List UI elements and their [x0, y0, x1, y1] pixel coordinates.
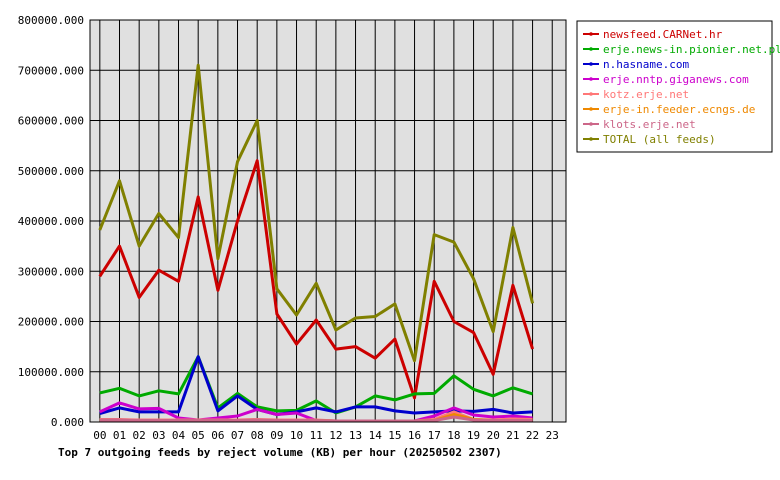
series-lines: [98, 63, 535, 423]
y-tick-label: 0.000: [51, 416, 84, 429]
series-line: [99, 415, 533, 423]
legend-marker: [589, 137, 593, 141]
x-tick-label: 12: [329, 429, 342, 442]
legend-marker: [589, 62, 593, 66]
x-tick-label: 21: [506, 429, 519, 442]
legend-label: n.hasname.com: [603, 58, 689, 71]
y-tick-label: 500000.000: [18, 165, 84, 178]
legend-label: kotz.erje.net: [603, 88, 689, 101]
x-tick-label: 01: [113, 429, 126, 442]
x-axis-ticks: 00 01 02 03 04 05 06 07 08 09 10 11 12 13 14 15 16 17 18 19…: [93, 429, 559, 442]
x-tick-label: 08: [251, 429, 264, 442]
legend-label: klots.erje.net: [603, 118, 696, 131]
legend-label: erje.nntp.giganews.com: [603, 73, 749, 86]
legend-label: erje.news-in.pionier.net.pl: [603, 43, 780, 56]
legend-label: TOTAL (all feeds): [603, 133, 716, 146]
series-line: [98, 63, 535, 363]
x-tick-label: 13: [349, 429, 362, 442]
y-axis-ticks: 0.000 100000.000 200000.000 300000.000 40000…: [18, 14, 84, 429]
plot-frame: [89, 19, 567, 423]
x-tick-label: 16: [408, 429, 421, 442]
series-line: [98, 159, 535, 400]
x-tick-label: 15: [388, 429, 401, 442]
y-tick-label: 400000.000: [18, 215, 84, 228]
x-tick-label: 19: [467, 429, 480, 442]
y-tick-label: 300000.000: [18, 265, 84, 278]
y-tick-label: 100000.000: [18, 366, 84, 379]
x-tick-label: 22: [526, 429, 539, 442]
legend-marker: [589, 92, 593, 96]
x-tick-label: 07: [231, 429, 244, 442]
x-tick-label: 09: [270, 429, 283, 442]
x-tick-label: 00: [93, 429, 106, 442]
x-tick-label: 17: [428, 429, 441, 442]
legend-marker: [589, 47, 593, 51]
x-tick-label: 02: [133, 429, 146, 442]
x-tick-label: 11: [310, 429, 323, 442]
y-tick-label: 600000.000: [18, 115, 84, 128]
legend-box: [576, 20, 773, 153]
legend-label: newsfeed.CARNet.hr: [603, 28, 723, 41]
y-tick-label: 200000.000: [18, 316, 84, 329]
x-tick-label: 14: [369, 429, 383, 442]
x-tick-label: 23: [546, 429, 559, 442]
y-tick-label: 800000.000: [18, 14, 84, 27]
x-tick-label: 20: [487, 429, 500, 442]
x-tick-label: 10: [290, 429, 303, 442]
x-tick-label: 03: [152, 429, 165, 442]
x-tick-label: 05: [192, 429, 205, 442]
y-tick-label: 700000.000: [18, 64, 84, 77]
chart-title: Top 7 outgoing feeds by reject volume (K…: [58, 446, 502, 459]
legend-marker: [589, 107, 593, 111]
legend-marker: [589, 32, 593, 36]
legend: newsfeed.CARNet.hr erje.news-in.pionier.n…: [576, 20, 780, 153]
legend-marker: [589, 122, 593, 126]
legend-label: erje-in.feeder.ecngs.de: [603, 103, 755, 116]
legend-marker: [589, 77, 593, 81]
x-tick-label: 06: [211, 429, 224, 442]
x-tick-label: 04: [172, 429, 186, 442]
x-tick-label: 18: [447, 429, 460, 442]
series-line: [99, 355, 534, 415]
